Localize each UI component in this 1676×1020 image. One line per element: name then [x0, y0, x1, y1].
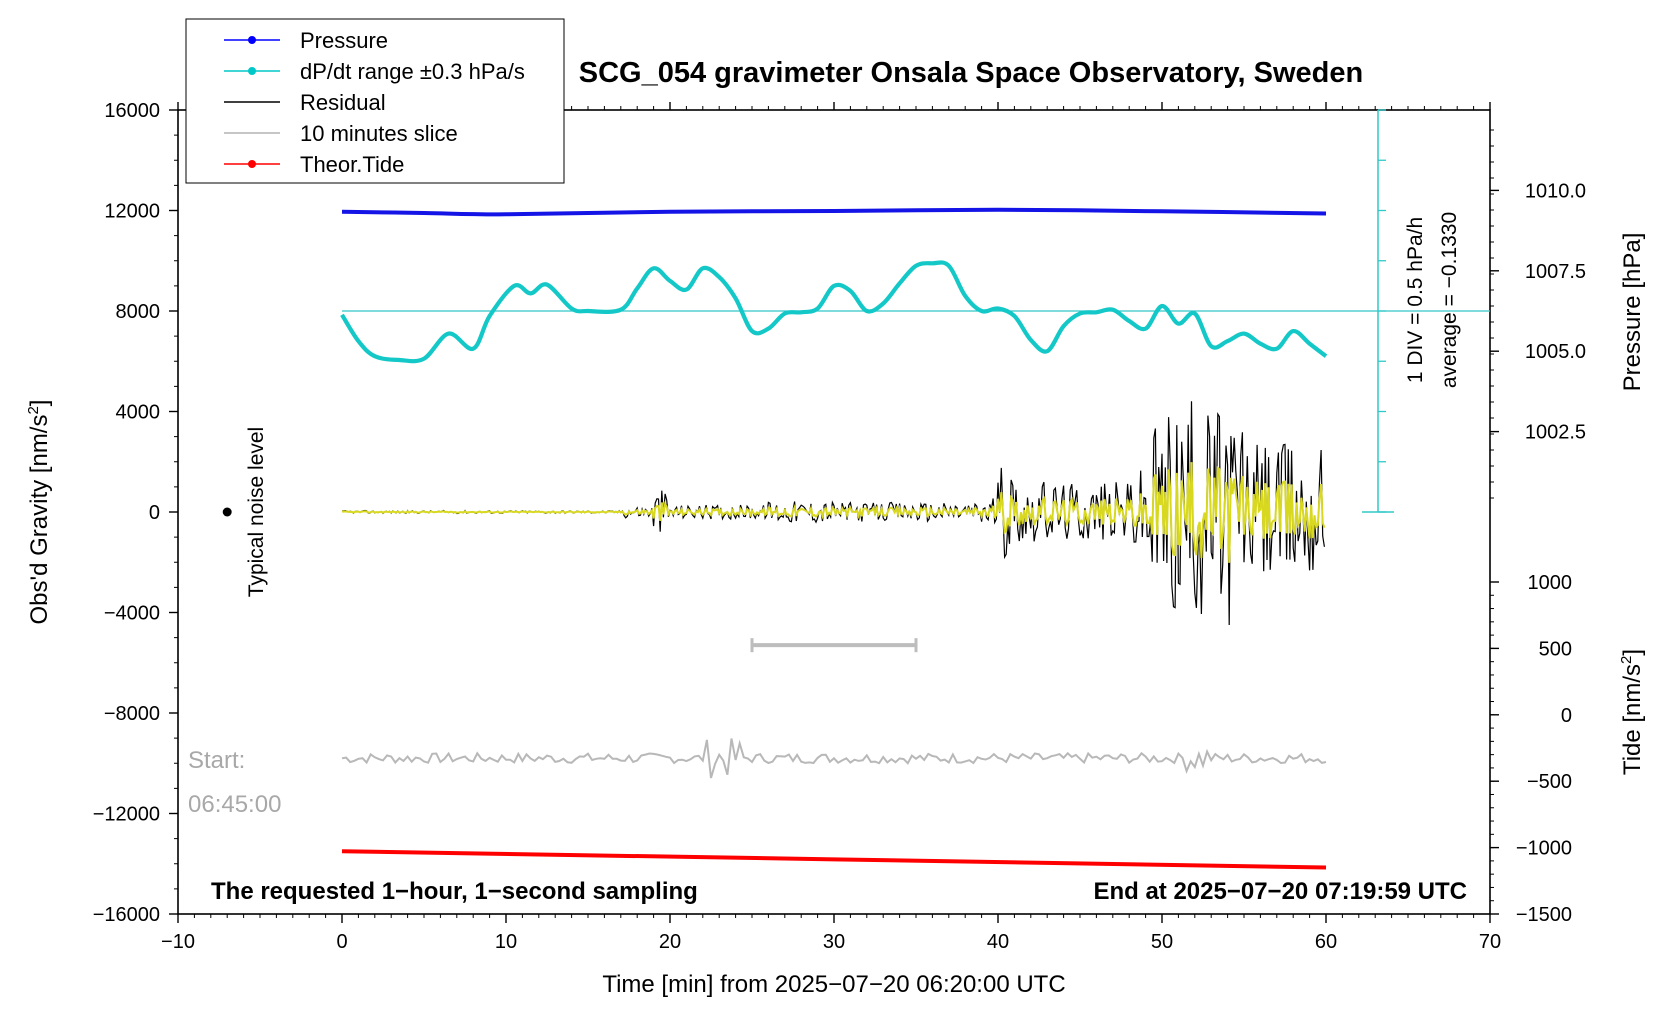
- x-tick-label: 50: [1151, 931, 1173, 953]
- start-time-label: 06:45:00: [188, 791, 281, 818]
- tide-tick-label: 1000: [1528, 572, 1573, 594]
- tide-axis-ticks: 1000 500 0 −500 −1000 −1500: [1490, 572, 1572, 926]
- tide-tick-label: −1000: [1516, 838, 1572, 860]
- x-tick-label: 70: [1479, 931, 1501, 953]
- x-tick-label: 40: [987, 931, 1009, 953]
- left-tick-label: 16000: [104, 100, 160, 122]
- series-theoretical-tide: [341, 849, 1327, 870]
- x-axis-label: Time [min] from 2025−07−20 06:20:00 UTC: [602, 971, 1065, 998]
- left-tick-label: −4000: [104, 603, 160, 625]
- x-tick-label: 30: [823, 931, 845, 953]
- left-tick-label: 0: [149, 502, 160, 524]
- left-axis-ticks: 16000 12000 8000 4000 0 −4000 −8000 −12000 −1600…: [93, 100, 178, 926]
- end-time-note: End at 2025−07−20 07:19:59 UTC: [1093, 878, 1467, 905]
- pressure-axis-label: Pressure [hPa]: [1619, 233, 1646, 392]
- tide-axis-label: Tide [nm/s2]: [1618, 649, 1646, 775]
- pressure-tick-label: 1002.5: [1525, 422, 1586, 444]
- tide-tick-label: −1500: [1516, 904, 1572, 926]
- x-tick-label: 60: [1315, 931, 1337, 953]
- left-tick-label: 8000: [116, 301, 161, 323]
- x-tick-label: 0: [336, 931, 347, 953]
- noise-level-label: Typical noise level: [245, 427, 268, 597]
- sampling-note: The requested 1−hour, 1−second sampling: [211, 878, 698, 905]
- series-pressure: [341, 207, 1327, 217]
- tide-tick-label: 0: [1561, 705, 1572, 727]
- x-tick-label: 20: [659, 931, 681, 953]
- noise-level-marker: [222, 507, 232, 517]
- left-tick-label: −8000: [104, 703, 160, 725]
- dpdt-average-label: average = −0.1330: [1438, 212, 1461, 388]
- legend-label: 10 minutes slice: [300, 121, 458, 146]
- start-label: Start:: [188, 747, 245, 774]
- left-tick-label: −16000: [93, 904, 160, 926]
- left-axis-label: Obs'd Gravity [nm/s2]: [25, 400, 53, 625]
- left-tick-label: −12000: [93, 804, 160, 826]
- tide-tick-label: −500: [1527, 771, 1572, 793]
- pressure-tick-label: 1007.5: [1525, 261, 1586, 283]
- series-10-minute-slice: [341, 738, 1327, 779]
- series-dpdt: [340, 260, 1328, 364]
- dpdt-scale-bar: [1362, 109, 1394, 513]
- legend-marker: [248, 67, 256, 75]
- left-tick-label: 12000: [104, 201, 160, 223]
- legend-label: dP/dt range ±0.3 hPa/s: [300, 59, 525, 84]
- x-tick-label: 10: [495, 931, 517, 953]
- legend-box: [185, 18, 565, 184]
- legend: Pressure dP/dt range ±0.3 hPa/s Residual 10…: [185, 18, 565, 184]
- slice-range-bar: [750, 638, 918, 653]
- dpdt-scale-label: 1 DIV = 0.5 hPa/h: [1404, 217, 1427, 383]
- tide-tick-label: 500: [1539, 638, 1572, 660]
- pressure-axis-ticks: 1010.0 1007.5 1005.0 1002.5: [1490, 129, 1586, 499]
- series-residual-filtered: [341, 462, 1326, 563]
- x-axis-ticks: −10 0 10 20 30 40 50 60 70: [161, 102, 1501, 953]
- x-tick-label: −10: [161, 931, 195, 953]
- pressure-tick-label: 1005.0: [1525, 341, 1586, 363]
- legend-label: Residual: [300, 90, 386, 115]
- legend-label: Theor.Tide: [300, 152, 404, 177]
- legend-marker: [248, 36, 256, 44]
- legend-label: Pressure: [300, 28, 388, 53]
- pressure-tick-label: 1010.0: [1525, 180, 1586, 202]
- legend-marker: [248, 160, 256, 168]
- chart-title: SCG_054 gravimeter Onsala Space Observat…: [579, 57, 1363, 89]
- left-tick-label: 4000: [116, 402, 161, 424]
